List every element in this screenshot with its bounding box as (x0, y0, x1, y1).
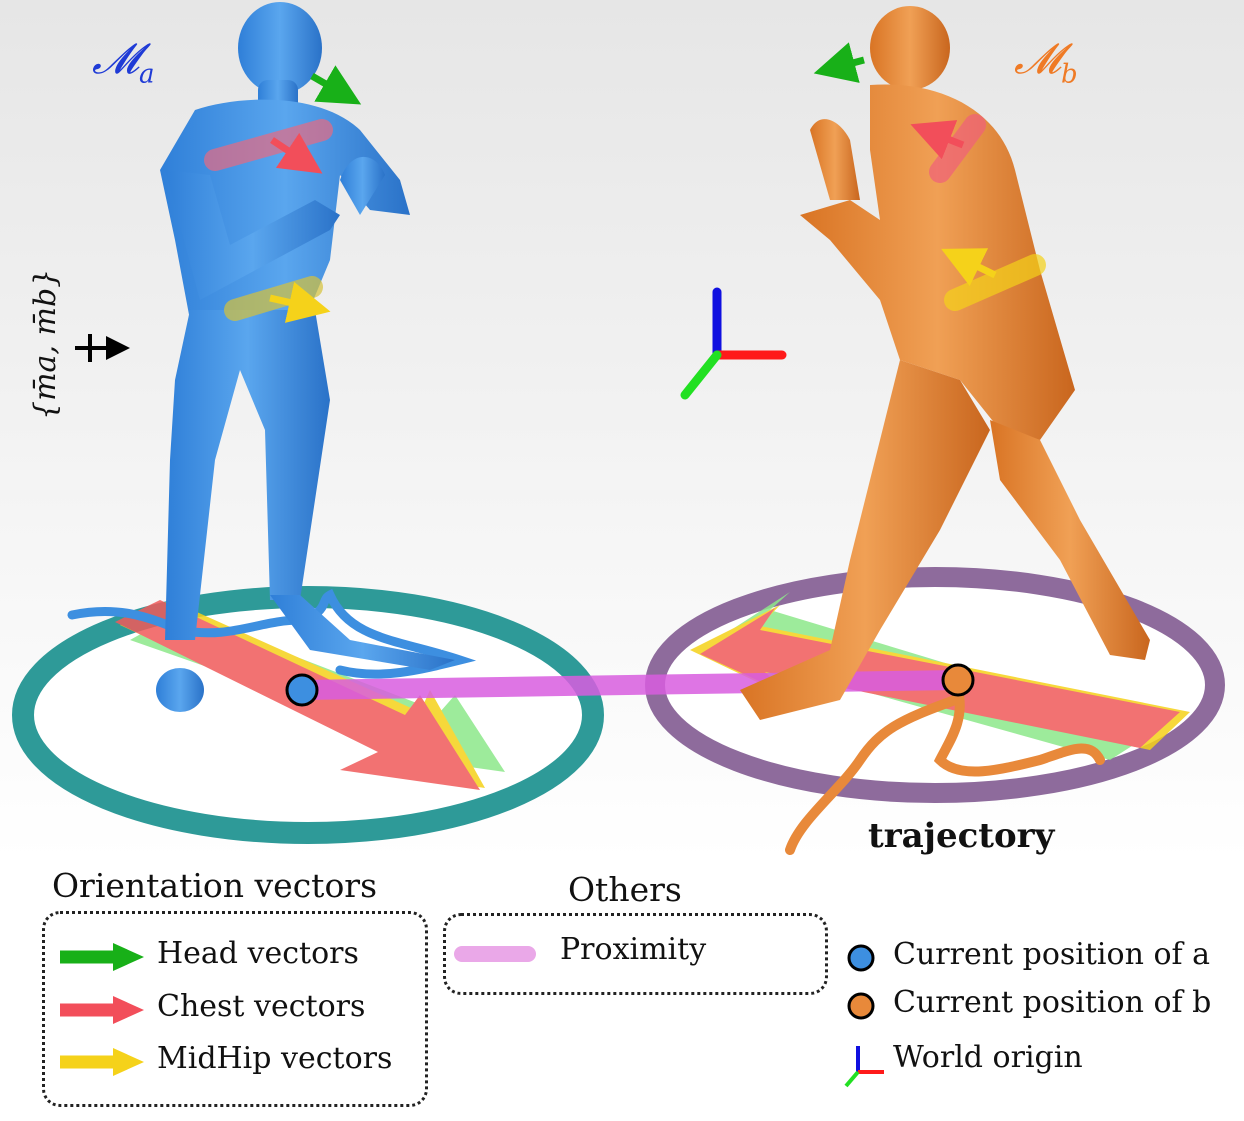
world-origin-legend-icon (844, 1046, 884, 1088)
input-set-label: {m̄a, m̄b} (28, 268, 63, 420)
head-vector-a (310, 65, 362, 105)
head-vector-legend-label: Head vectors (157, 936, 359, 971)
current-position-a-marker (285, 673, 319, 707)
head-vector-b (813, 42, 865, 83)
orientation-legend-title: Orientation vectors (52, 866, 378, 905)
world-origin-axes (680, 287, 787, 400)
proximity-legend-label: Proximity (560, 932, 707, 967)
others-legend-title: Others (568, 870, 682, 909)
position-b-legend-icon (847, 992, 875, 1020)
midhip-vector-b (941, 248, 1046, 311)
scene-illustration (0, 0, 1244, 860)
others-legend-box (443, 913, 828, 995)
input-arrow (75, 334, 130, 362)
model-b-label: 𝓜b (1014, 34, 1078, 90)
position-a-legend-icon (847, 944, 875, 972)
proximity-line (292, 670, 968, 700)
midhip-vector-legend-icon (60, 1048, 144, 1076)
head-vector-legend-icon (60, 943, 144, 971)
model-a-label: 𝓜a (92, 34, 155, 90)
midhip-vector-a (224, 276, 331, 323)
world-origin-legend-label: World origin (893, 1040, 1083, 1075)
orientation-legend-box (42, 911, 428, 1107)
human-model-b (740, 6, 1150, 720)
proximity-legend-icon (454, 946, 536, 962)
chest-vector-b (910, 114, 986, 183)
trajectory-label: trajectory (868, 816, 1055, 856)
chest-vector-a (204, 119, 333, 174)
midhip-vector-legend-label: MidHip vectors (157, 1041, 393, 1076)
position-b-legend-label: Current position of b (893, 985, 1212, 1020)
chest-vector-legend-icon (60, 996, 144, 1024)
trajectory-b (785, 685, 1105, 855)
chest-vector-legend-label: Chest vectors (157, 989, 366, 1024)
position-a-legend-label: Current position of a (893, 937, 1211, 972)
current-position-b-marker (941, 663, 975, 697)
